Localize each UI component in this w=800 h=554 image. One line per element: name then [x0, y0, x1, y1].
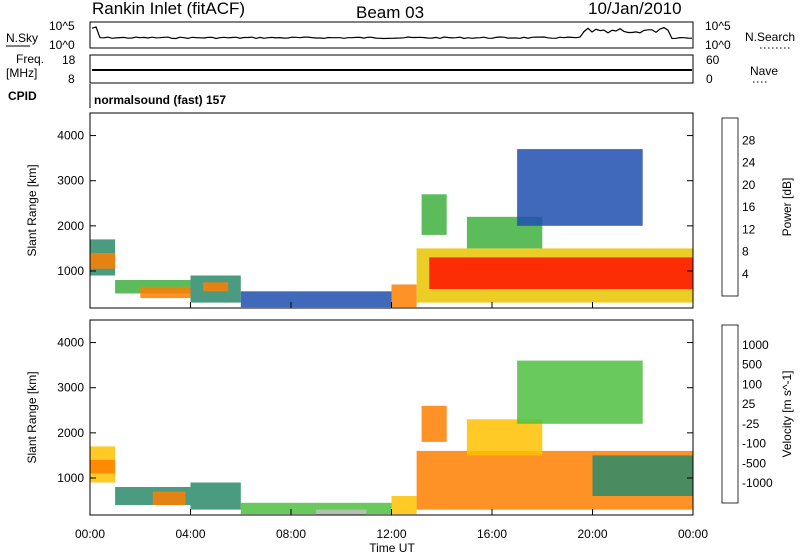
power-colorbar-tick: 20: [742, 178, 756, 192]
nsky-label: N.Sky: [6, 31, 38, 45]
beam-label: Beam 03: [356, 3, 424, 22]
velocity-colorbar-label: Velocity [m s^-1]: [780, 371, 794, 458]
velocity-panel: 1000 2000 3000 4000 00:00 04:00 08:00 12:00 16:0…: [25, 319, 794, 541]
velocity-colorbar-tick: -25: [742, 417, 760, 431]
velocity-x-tick-label: 08:00: [276, 527, 306, 541]
power-echo-region: [421, 194, 447, 235]
velocity-y-tick-label: 1000: [57, 471, 84, 485]
velocity-colorbar-frame: [721, 324, 739, 504]
freq-tick-top: 18: [62, 53, 76, 67]
power-colorbar-tick: 16: [742, 200, 756, 214]
velocity-echo-region: [421, 405, 447, 442]
power-y-axis-label: Slant Range [km]: [25, 164, 39, 256]
velocity-colorbar-tick: 500: [742, 358, 762, 372]
power-panel: 1000 2000 3000 4000 Slant Range [km] 28 24 20 16…: [25, 112, 794, 309]
power-colorbar-tick: 8: [742, 245, 749, 259]
velocity-y-tick-label: 2000: [57, 426, 84, 440]
velocity-colorbar-tick: -500: [742, 456, 766, 470]
velocity-y-axis-label: Slant Range [km]: [25, 371, 39, 463]
velocity-colorbar-tick: 100: [742, 377, 762, 391]
velocity-colorbar-tick: -100: [742, 437, 766, 451]
velocity-echo-region: [517, 360, 643, 424]
power-echo-region: [391, 284, 417, 308]
nave-label: Nave: [750, 64, 778, 78]
velocity-echo-region: [190, 482, 241, 510]
velocity-colorbar-tick: -1000: [742, 476, 773, 490]
power-colorbar-tick: 24: [742, 156, 756, 170]
power-echo-region: [203, 282, 229, 292]
power-y-tick-label: 3000: [57, 174, 84, 188]
power-y-tick-label: 2000: [57, 219, 84, 233]
velocity-echo-region: [592, 455, 693, 496]
power-echo-region: [140, 286, 191, 299]
power-y-tick-label: 1000: [57, 264, 84, 278]
velocity-echo-region: [391, 496, 417, 515]
cpid-text: normalsound (fast) 157: [94, 93, 226, 107]
x-axis-label: Time UT: [369, 541, 415, 554]
velocity-colorbar-tick: 1000: [742, 338, 769, 352]
velocity-x-tick-label: 04:00: [175, 527, 205, 541]
velocity-x-tick-label: 12:00: [376, 527, 406, 541]
power-colorbar-label: Power [dB]: [780, 178, 794, 237]
freq-panel: [89, 54, 694, 84]
nsky-panel: [89, 21, 694, 49]
nsky-trace: [91, 26, 693, 40]
power-echo-region: [517, 149, 643, 226]
nave-tick-bottom: 0: [706, 72, 713, 86]
freq-label: Freq.: [16, 52, 44, 66]
velocity-y-tick-label: 4000: [57, 336, 84, 350]
freq-tick-bottom: 8: [68, 72, 75, 86]
nsky-tick-top: 10^5: [49, 19, 75, 33]
power-colorbar-tick: 12: [742, 222, 756, 236]
power-echo-region: [90, 252, 116, 269]
power-colorbar-tick: 28: [742, 133, 756, 147]
site-title: Rankin Inlet (fitACF): [92, 0, 245, 18]
power-colorbar-tick: 4: [742, 267, 749, 281]
date-label: 10/Jan/2010: [588, 0, 682, 18]
nsky-tick-bottom: 10^0: [49, 38, 75, 52]
nsearch-tick-bottom: 10^0: [705, 38, 731, 52]
velocity-echo-region: [240, 502, 392, 515]
velocity-colorbar-tick: 25: [742, 397, 756, 411]
velocity-echo-region: [316, 509, 367, 515]
power-colorbar-frame: [721, 117, 739, 297]
power-echo-region: [429, 257, 693, 289]
power-echo-region: [240, 291, 392, 308]
velocity-x-tick-label: 16:00: [477, 527, 507, 541]
velocity-y-tick-label: 3000: [57, 381, 84, 395]
velocity-x-tick-label: 20:00: [577, 527, 607, 541]
nsearch-label: N.Search: [745, 30, 795, 44]
nave-tick-top: 60: [706, 53, 720, 67]
velocity-echo-region: [90, 459, 116, 474]
velocity-x-tick-label: 00:00: [678, 527, 708, 541]
freq-unit: [MHz]: [6, 66, 37, 80]
nsearch-tick-top: 10^5: [705, 19, 731, 33]
velocity-x-tick-label: 00:00: [75, 527, 105, 541]
cpid-label: CPID: [8, 89, 37, 103]
velocity-echo-region: [152, 491, 186, 505]
velocity-echo-region: [466, 419, 543, 456]
power-y-tick-label: 4000: [57, 129, 84, 143]
